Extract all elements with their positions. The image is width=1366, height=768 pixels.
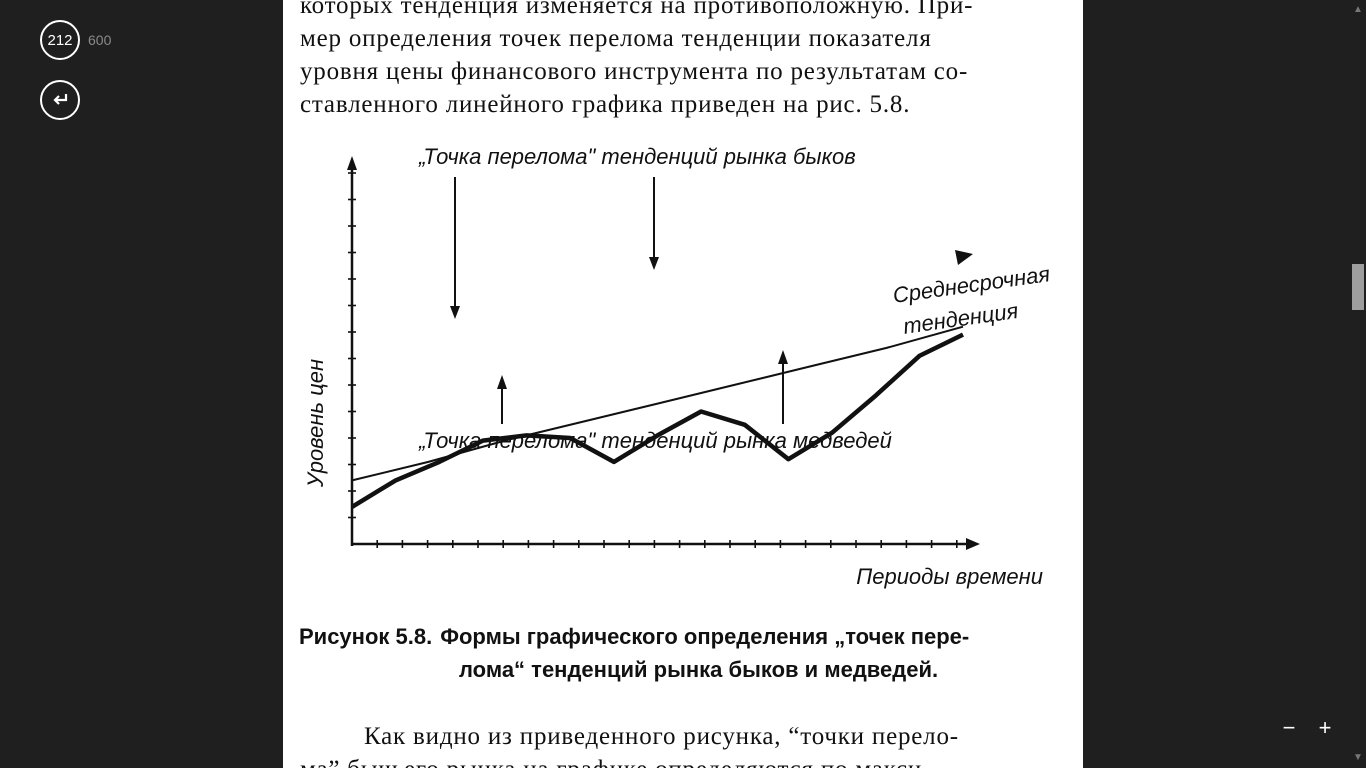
scroll-thumb[interactable] — [1352, 264, 1364, 310]
trend-arrow-head — [955, 250, 973, 265]
caption-line1: Формы графического определения „точек пе… — [440, 624, 970, 649]
return-arrow-icon — [40, 80, 80, 120]
current-page-indicator[interactable]: 212 — [40, 20, 80, 60]
page-counter: 212 600 — [40, 20, 111, 60]
text-line: Как видно из приведенного рисунка, “точк… — [364, 723, 959, 750]
caption-number: Рисунок 5.8. — [299, 624, 433, 649]
x-axis-label: Периоды времени — [856, 564, 1043, 589]
scroll-down-icon[interactable]: ▼ — [1353, 752, 1363, 763]
y-axis-label: Уровень цен — [303, 359, 328, 488]
back-button[interactable] — [40, 80, 80, 120]
zoom-out-button[interactable]: − — [1282, 715, 1296, 740]
paragraph-top: которых тенденция изменяется на противоп… — [300, 0, 1072, 121]
arrow-head — [450, 306, 460, 319]
caption-line2: лома“ тенденций рынка быков и медведей. — [459, 657, 939, 682]
text-line: ма” бычьего рынка на графике определяютс… — [300, 753, 1072, 768]
scroll-up-icon[interactable]: ▲ — [1353, 4, 1363, 15]
document-page[interactable]: которых тенденция изменяется на противоп… — [283, 0, 1083, 768]
text-line: уровня цены финансового инструмента по р… — [300, 58, 969, 85]
text-line: ставленного линейного графика приведен н… — [300, 91, 911, 118]
arrow-head — [649, 257, 659, 270]
y-axis-arrow — [347, 156, 357, 170]
zoom-in-button[interactable]: + — [1318, 715, 1332, 740]
arrow-head — [778, 350, 788, 364]
price-series-line — [350, 332, 964, 509]
x-axis-arrow — [966, 538, 980, 550]
text-line: мер определения точек перелома тенденции… — [300, 25, 932, 52]
trend-label-line1: Среднесрочная — [891, 261, 1052, 308]
figure-5-8: „Точка перелома" тенденций рынка быков „… — [303, 144, 1052, 589]
vertical-scrollbar[interactable]: ▲ ▼ — [1350, 0, 1366, 768]
bull-annotation: „Точка перелома" тенденций рынка быков — [418, 144, 856, 169]
text-line: которых тенденция изменяется на противоп… — [300, 0, 974, 19]
bear-annotation: „Точка перелома" тенденций рынка медведе… — [418, 428, 892, 453]
arrow-head — [497, 375, 507, 389]
trend-series-line — [351, 325, 964, 482]
paragraph-bottom: Как видно из приведенного рисунка, “точк… — [300, 720, 1072, 768]
figure-caption: Рисунок 5.8. Формы графического определен… — [299, 620, 1074, 686]
total-pages: 600 — [88, 32, 112, 48]
